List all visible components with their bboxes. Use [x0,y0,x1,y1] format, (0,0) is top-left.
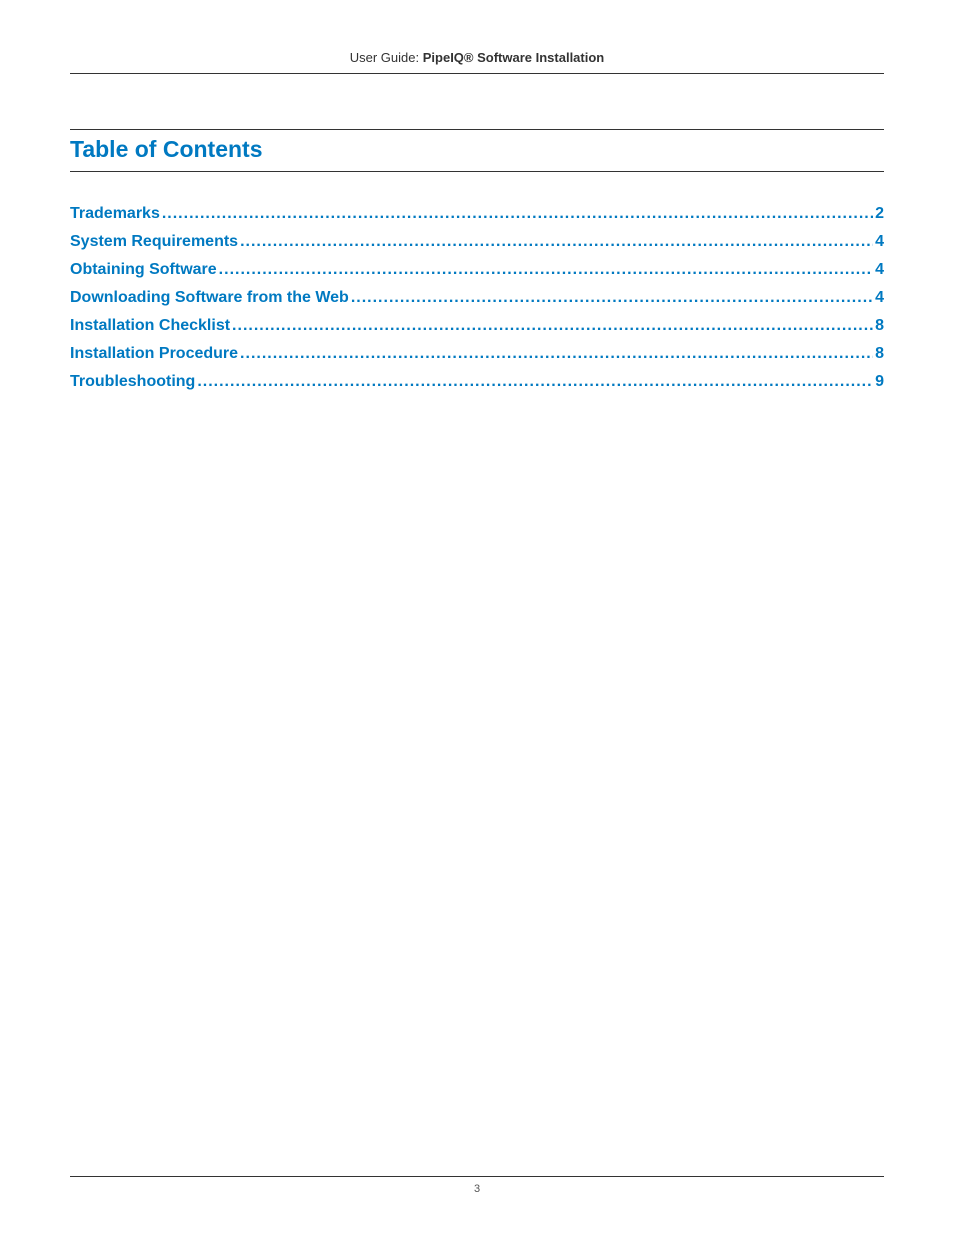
header-prefix: User Guide: [350,50,423,65]
toc-entry-page: 9 [875,368,884,396]
toc-entry-page: 4 [875,284,884,312]
toc-entry[interactable]: Installation Checklist 8 [70,312,884,340]
toc-leader-dots [232,312,873,340]
toc-entry-page: 4 [875,256,884,284]
toc-entry-label: Downloading Software from the Web [70,284,349,312]
toc-leader-dots [197,368,873,396]
page-header: User Guide: PipeIQ® Software Installatio… [70,50,884,74]
toc-entry-label: Trademarks [70,200,160,228]
toc-entry-label: Installation Procedure [70,340,238,368]
toc-entry[interactable]: Trademarks 2 [70,200,884,228]
toc-heading-wrap: Table of Contents [70,129,884,172]
page-footer: 3 [70,1176,884,1195]
toc-entry-page: 8 [875,340,884,368]
header-title: PipeIQ® Software Installation [423,50,605,65]
page-number: 3 [474,1183,480,1195]
toc-entry-page: 2 [875,200,884,228]
toc-entry[interactable]: Troubleshooting 9 [70,368,884,396]
toc-entry-label: Troubleshooting [70,368,195,396]
toc-leader-dots [240,228,873,256]
toc-entry[interactable]: Installation Procedure 8 [70,340,884,368]
toc-entry-page: 8 [875,312,884,340]
toc-heading: Table of Contents [70,136,884,163]
toc-entry-label: Obtaining Software [70,256,217,284]
toc-entry-page: 4 [875,228,884,256]
document-page: User Guide: PipeIQ® Software Installatio… [0,0,954,1235]
toc-entry-label: Installation Checklist [70,312,230,340]
toc-leader-dots [162,200,873,228]
toc-entries: Trademarks 2 System Requirements 4 Obtai… [70,200,884,396]
toc-leader-dots [351,284,873,312]
toc-entry[interactable]: Downloading Software from the Web 4 [70,284,884,312]
toc-entry-label: System Requirements [70,228,238,256]
toc-entry[interactable]: Obtaining Software 4 [70,256,884,284]
toc-entry[interactable]: System Requirements 4 [70,228,884,256]
toc-leader-dots [240,340,873,368]
toc-leader-dots [219,256,873,284]
